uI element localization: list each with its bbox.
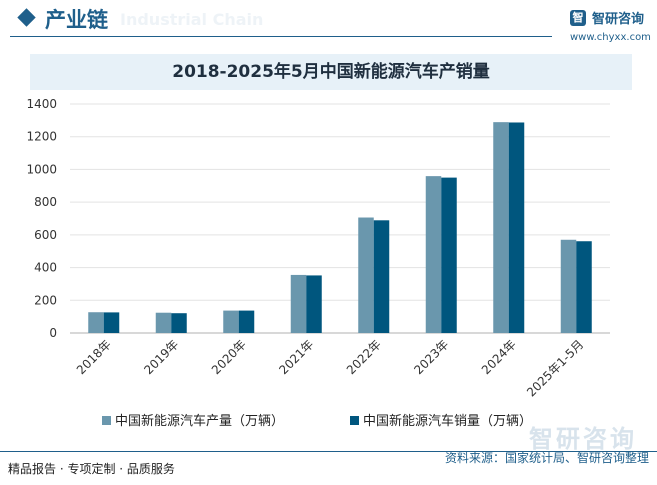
x-tick-label: 2023年 xyxy=(411,337,451,377)
bar-production xyxy=(88,312,104,333)
bar-sales xyxy=(508,122,525,333)
y-tick-label: 400 xyxy=(34,261,57,275)
legend-label: 中国新能源汽车产量（万辆） xyxy=(115,413,284,429)
x-tick-label: 2024年 xyxy=(479,337,519,377)
x-tick-label: 2021年 xyxy=(276,337,316,377)
bar-sales xyxy=(576,241,592,333)
data-source: 资料来源：国家统计局、智研咨询整理 xyxy=(444,451,649,465)
bar-sales xyxy=(103,312,120,333)
x-tick-label: 2022年 xyxy=(344,337,384,377)
y-tick-label: 200 xyxy=(34,293,57,307)
x-tick-label: 2019年 xyxy=(141,337,181,377)
y-tick-label: 600 xyxy=(34,228,57,242)
background-word: Industrial Chain xyxy=(120,10,264,29)
page-header: 产业链 Industrial Chain xyxy=(0,0,657,40)
chart-title: 2018-2025年5月中国新能源汽车产销量 xyxy=(30,54,632,90)
bar-sales xyxy=(306,275,322,333)
x-tick-label: 2025年1-5月 xyxy=(524,337,586,399)
watermark-logo: 智研咨询 xyxy=(529,425,637,453)
bar-production xyxy=(425,176,442,333)
y-tick-label: 1000 xyxy=(26,162,57,176)
y-tick-label: 1200 xyxy=(26,130,57,144)
bar-sales xyxy=(373,220,390,333)
brand-url: www.chyxx.com xyxy=(570,32,651,43)
brand-name: 智研咨询 xyxy=(592,12,645,27)
y-tick-label: 800 xyxy=(34,195,57,209)
y-tick-label: 0 xyxy=(49,326,57,340)
section-title: 产业链 xyxy=(45,8,108,32)
bar-production xyxy=(493,122,509,333)
legend-swatch xyxy=(102,416,111,425)
bar-production xyxy=(155,312,172,333)
bar-production xyxy=(223,310,239,333)
bar-production xyxy=(290,274,307,333)
legend-label: 中国新能源汽车销量（万辆） xyxy=(363,413,532,429)
bar-chart: 0 200 400 600 800 1000 1200 1400 2018年 2019年 2020年… xyxy=(26,97,610,429)
legend-swatch xyxy=(350,416,359,425)
page-footer: 智研咨询 精品报告 · 专项定制 · 品质服务 资料来源：国家统计局、智研咨询整… xyxy=(0,425,657,485)
x-tick-label: 2020年 xyxy=(209,337,249,377)
bar-sales xyxy=(238,310,255,333)
footer-slogan: 精品报告 · 专项定制 · 品质服务 xyxy=(8,462,175,476)
bar-sales xyxy=(441,177,457,333)
bar-production xyxy=(560,239,577,333)
y-tick-label: 1400 xyxy=(26,97,57,111)
brand-mark-icon: 智 xyxy=(570,10,586,26)
bar-production xyxy=(358,217,374,333)
x-tick-label: 2018年 xyxy=(74,337,114,377)
header-divider xyxy=(10,36,552,37)
footer-divider xyxy=(0,451,657,452)
bar-sales xyxy=(171,313,187,333)
